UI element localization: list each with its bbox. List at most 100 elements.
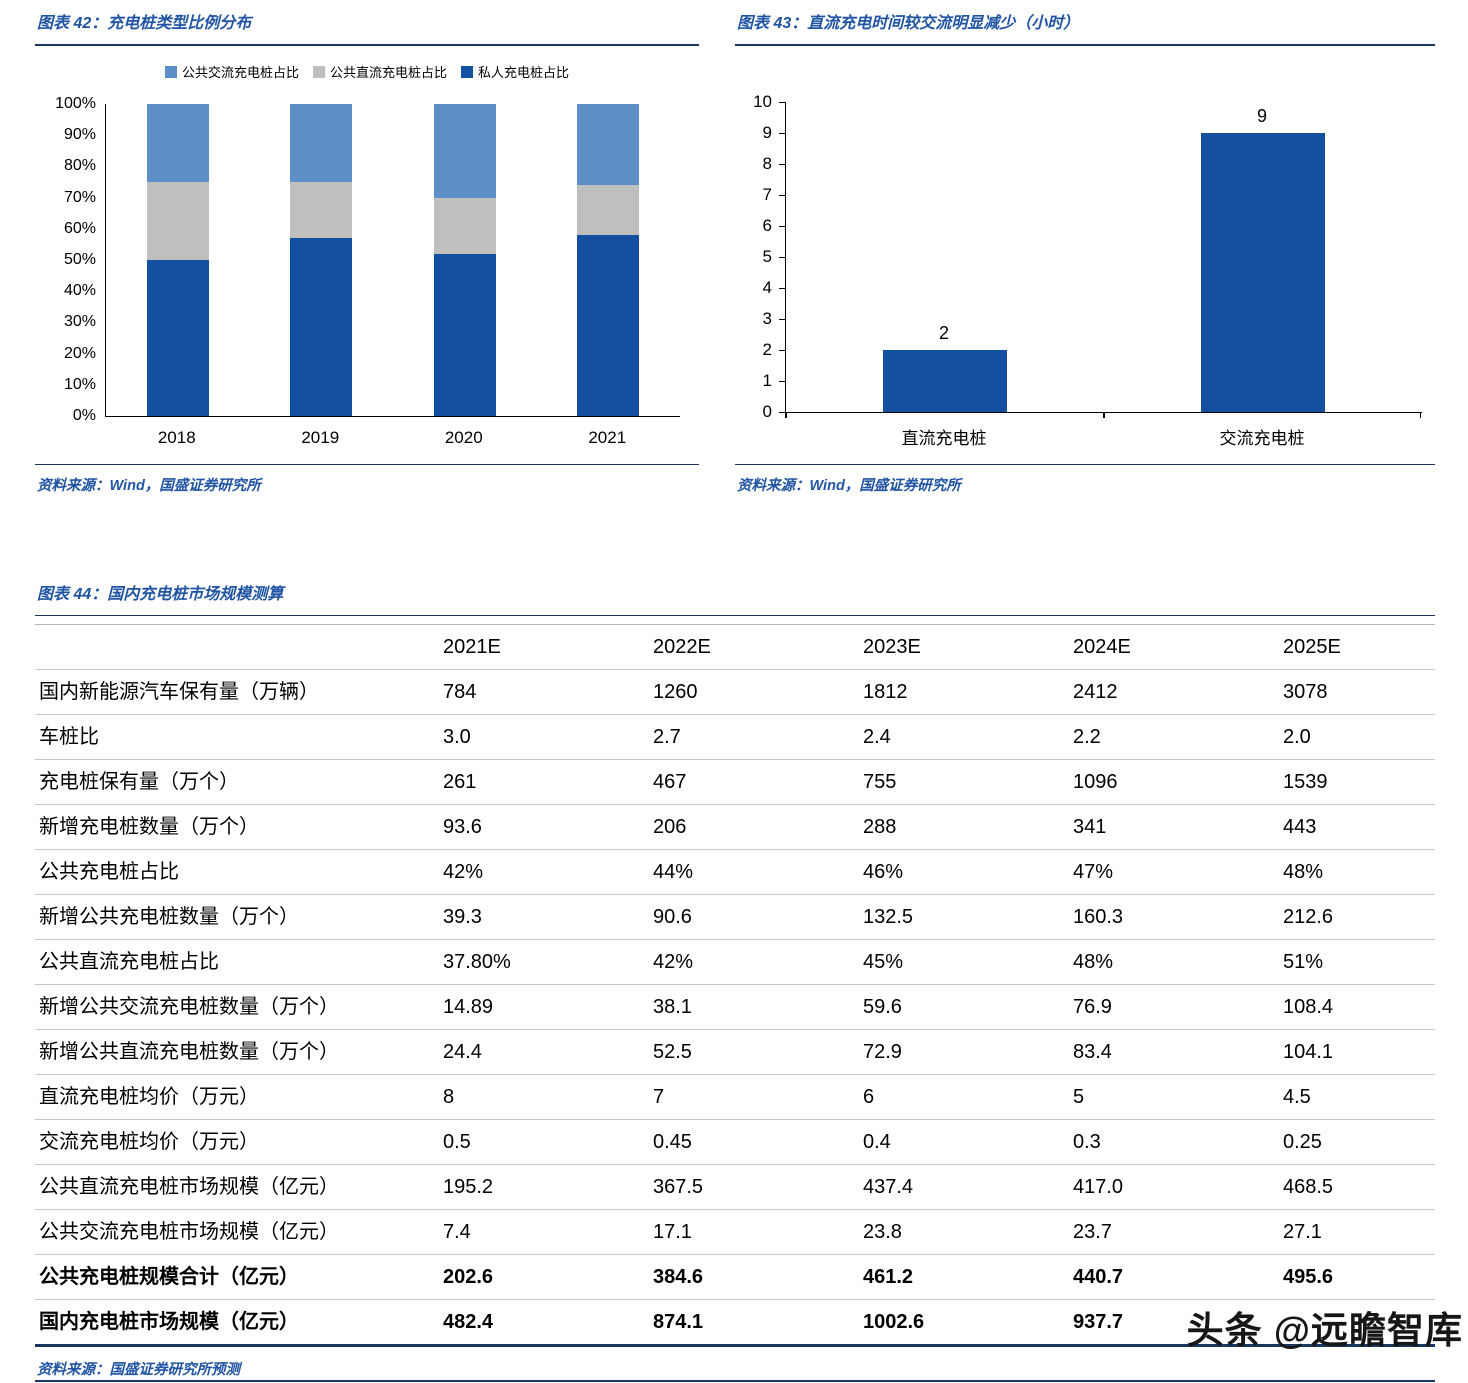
value-cell: 2412	[1069, 669, 1279, 715]
y-axis-tick-label: 2	[762, 340, 772, 359]
value-cell: 784	[439, 669, 649, 715]
figure-43: 图表 43：直流充电时间较交流明显减少（小时） 0 1 2 3 4 5 6 7 8 9 10 2 直流充…	[735, 12, 1435, 499]
table-header-row: 2021E 2022E 2023E 2024E 2025E	[35, 624, 1435, 670]
row-label-cell: 新增公共充电桩数量（万个）	[35, 894, 439, 940]
page-bottom-rule	[35, 1380, 1435, 1382]
row-label-cell: 国内新能源汽车保有量（万辆）	[35, 669, 439, 715]
value-cell	[1279, 1299, 1435, 1347]
bar-value-label: 2	[938, 323, 949, 343]
value-cell: 24.4	[439, 1029, 649, 1075]
figure-43-bar-chart: 0 1 2 3 4 5 6 7 8 9 10 2 直流充电桩 9 交流充电桩	[735, 52, 1435, 456]
row-label-cell: 公共直流充电桩占比	[35, 939, 439, 985]
table-row: 车桩比 3.0 2.7 2.4 2.2 2.0	[35, 714, 1435, 760]
chart-legend: 公共交流充电桩占比 公共直流充电桩占比 私人充电桩占比	[35, 62, 699, 81]
row-label-cell: 充电桩保有量（万个）	[35, 759, 439, 805]
row-label-cell: 公共充电桩占比	[35, 849, 439, 895]
figure-43-title: 图表 43：直流充电时间较交流明显减少（小时）	[735, 12, 1435, 46]
value-cell: 5	[1069, 1074, 1279, 1120]
row-label-cell: 公共交流充电桩市场规模（亿元）	[35, 1209, 439, 1255]
y-axis-tick-label: 30%	[63, 313, 96, 331]
y-axis-tick-label: 4	[762, 278, 772, 297]
x-axis-category-label: 直流充电桩	[901, 429, 987, 448]
bar-value-label: 9	[1256, 106, 1267, 126]
row-label-cell: 车桩比	[35, 714, 439, 760]
value-cell: 39.3	[439, 894, 649, 940]
legend-item: 公共直流充电桩占比	[312, 62, 447, 81]
x-axis-category-label: 2019	[301, 428, 340, 447]
legend-item: 公共交流充电桩占比	[164, 62, 299, 81]
value-cell: 51%	[1279, 939, 1435, 985]
row-label-cell: 新增充电桩数量（万个）	[35, 804, 439, 850]
table-row: 公共直流充电桩占比 37.80% 42% 45% 48% 51%	[35, 939, 1435, 985]
y-axis-tick-label: 5	[762, 247, 772, 266]
value-cell: 76.9	[1069, 984, 1279, 1030]
y-axis-tick-label: 80%	[63, 157, 96, 175]
value-cell: 461.2	[859, 1254, 1069, 1300]
row-label-cell: 公共直流充电桩市场规模（亿元）	[35, 1164, 439, 1210]
figure-42: 图表 42：充电桩类型比例分布 公共交流充电桩占比 公共直流充电桩占比 私人充电桩占…	[35, 12, 699, 499]
table-column-header: 2021E	[439, 624, 649, 670]
bar-segment	[433, 104, 496, 198]
figure-44-title: 图表 44：国内充电桩市场规模测算	[35, 583, 1435, 616]
y-axis-tickmark	[779, 225, 785, 227]
value-cell: 417.0	[1069, 1164, 1279, 1210]
value-cell: 0.45	[649, 1119, 859, 1165]
value-cell: 108.4	[1279, 984, 1435, 1030]
legend-swatch	[312, 65, 325, 78]
y-axis-tick-label: 8	[762, 154, 772, 173]
value-cell: 0.4	[859, 1119, 1069, 1165]
plot-area	[105, 104, 680, 417]
bar-segment	[146, 182, 209, 260]
market-size-table: 2021E 2022E 2023E 2024E 2025E 国内新能源汽车保有量（万辆） 7…	[35, 624, 1435, 1347]
value-cell: 45%	[859, 939, 1069, 985]
value-cell: 443	[1279, 804, 1435, 850]
table-row: 公共充电桩规模合计（亿元） 202.6 384.6 461.2 440.7 495.6	[35, 1254, 1435, 1300]
value-cell: 195.2	[439, 1164, 649, 1210]
value-cell: 206	[649, 804, 859, 850]
value-cell: 261	[439, 759, 649, 805]
value-cell: 1539	[1279, 759, 1435, 805]
value-cell: 132.5	[859, 894, 1069, 940]
value-cell: 27.1	[1279, 1209, 1435, 1255]
value-cell: 42%	[649, 939, 859, 985]
y-axis-tick-label: 1	[762, 371, 772, 390]
value-cell: 104.1	[1279, 1029, 1435, 1075]
legend-item: 私人充电桩占比	[461, 62, 569, 81]
row-label-cell: 新增公共直流充电桩数量（万个）	[35, 1029, 439, 1075]
value-cell: 2.7	[649, 714, 859, 760]
value-cell: 72.9	[859, 1029, 1069, 1075]
value-cell: 1096	[1069, 759, 1279, 805]
value-cell: 17.1	[649, 1209, 859, 1255]
value-cell: 440.7	[1069, 1254, 1279, 1300]
value-cell: 47%	[1069, 849, 1279, 895]
bar-segment	[290, 182, 353, 239]
figure-42-source: 资料来源：Wind，国盛证券研究所	[35, 464, 699, 499]
value-cell: 437.4	[859, 1164, 1069, 1210]
value-cell: 90.6	[649, 894, 859, 940]
table-row: 国内新能源汽车保有量（万辆） 784 1260 1812 2412 3078	[35, 669, 1435, 715]
value-cell: 0.5	[439, 1119, 649, 1165]
table-row: 公共直流充电桩市场规模（亿元） 195.2 367.5 437.4 417.0 468.5	[35, 1164, 1435, 1210]
value-cell: 2.0	[1279, 714, 1435, 760]
legend-label: 公共交流充电桩占比	[181, 65, 299, 80]
row-label-cell: 直流充电桩均价（万元）	[35, 1074, 439, 1120]
bar-segment	[577, 104, 640, 186]
bar-segment	[290, 104, 353, 182]
value-cell: 468.5	[1279, 1164, 1435, 1210]
table-row: 新增充电桩数量（万个） 93.6 206 288 341 443	[35, 804, 1435, 850]
value-cell: 6	[859, 1074, 1069, 1120]
value-cell: 42%	[439, 849, 649, 895]
table-row: 直流充电桩均价（万元） 8 7 6 5 4.5	[35, 1074, 1435, 1120]
table-row: 新增公共直流充电桩数量（万个） 24.4 52.5 72.9 83.4 104.1	[35, 1029, 1435, 1075]
value-cell: 367.5	[649, 1164, 859, 1210]
y-axis-tickmark	[779, 349, 785, 351]
bar-segment	[146, 104, 209, 182]
value-cell: 59.6	[859, 984, 1069, 1030]
x-axis-category-label: 交流充电桩	[1219, 429, 1305, 448]
y-axis-tickmark	[779, 132, 785, 134]
x-axis-tickmark	[785, 412, 787, 418]
value-cell: 14.89	[439, 984, 649, 1030]
bar	[1201, 133, 1325, 412]
bar-segment	[146, 260, 209, 416]
value-cell: 341	[1069, 804, 1279, 850]
